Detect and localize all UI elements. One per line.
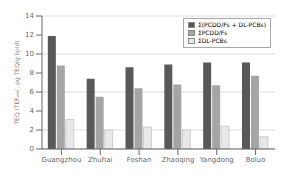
html-text:Σ(PCDD/Fs + DL-PCBs): Σ(PCDD/Fs + DL-PCBs): [198, 21, 266, 28]
svg-text:10: 10: [25, 50, 34, 58]
svg-text:2: 2: [30, 126, 34, 134]
html-text:ΣPCDD/Fs: ΣPCDD/Fs: [198, 29, 228, 36]
svg-text:Zhuhai: Zhuhai: [88, 156, 112, 164]
html-text:ΣDL-PCBs: ΣDL-PCBs: [198, 37, 227, 44]
svg-text:Yangdong: Yangdong: [199, 156, 234, 164]
svg-text:14: 14: [25, 12, 34, 20]
svg-text:0: 0: [30, 145, 34, 153]
svg-text:4: 4: [30, 107, 35, 115]
svg-text:Zhaoqing: Zhaoqing: [161, 156, 194, 164]
svg-text:Foshan: Foshan: [127, 156, 152, 164]
svg-text:Boluo: Boluo: [246, 156, 266, 164]
svg-text:12: 12: [25, 31, 34, 39]
svg-text:TEQ (TEF₂₀₀‵, pg TEQ/g lipid): TEQ (TEF₂₀₀‵, pg TEQ/g lipid): [13, 40, 21, 125]
svg-text:6: 6: [30, 88, 35, 96]
svg-text:Guangzhou: Guangzhou: [41, 156, 81, 164]
svg-text:8: 8: [30, 69, 34, 77]
